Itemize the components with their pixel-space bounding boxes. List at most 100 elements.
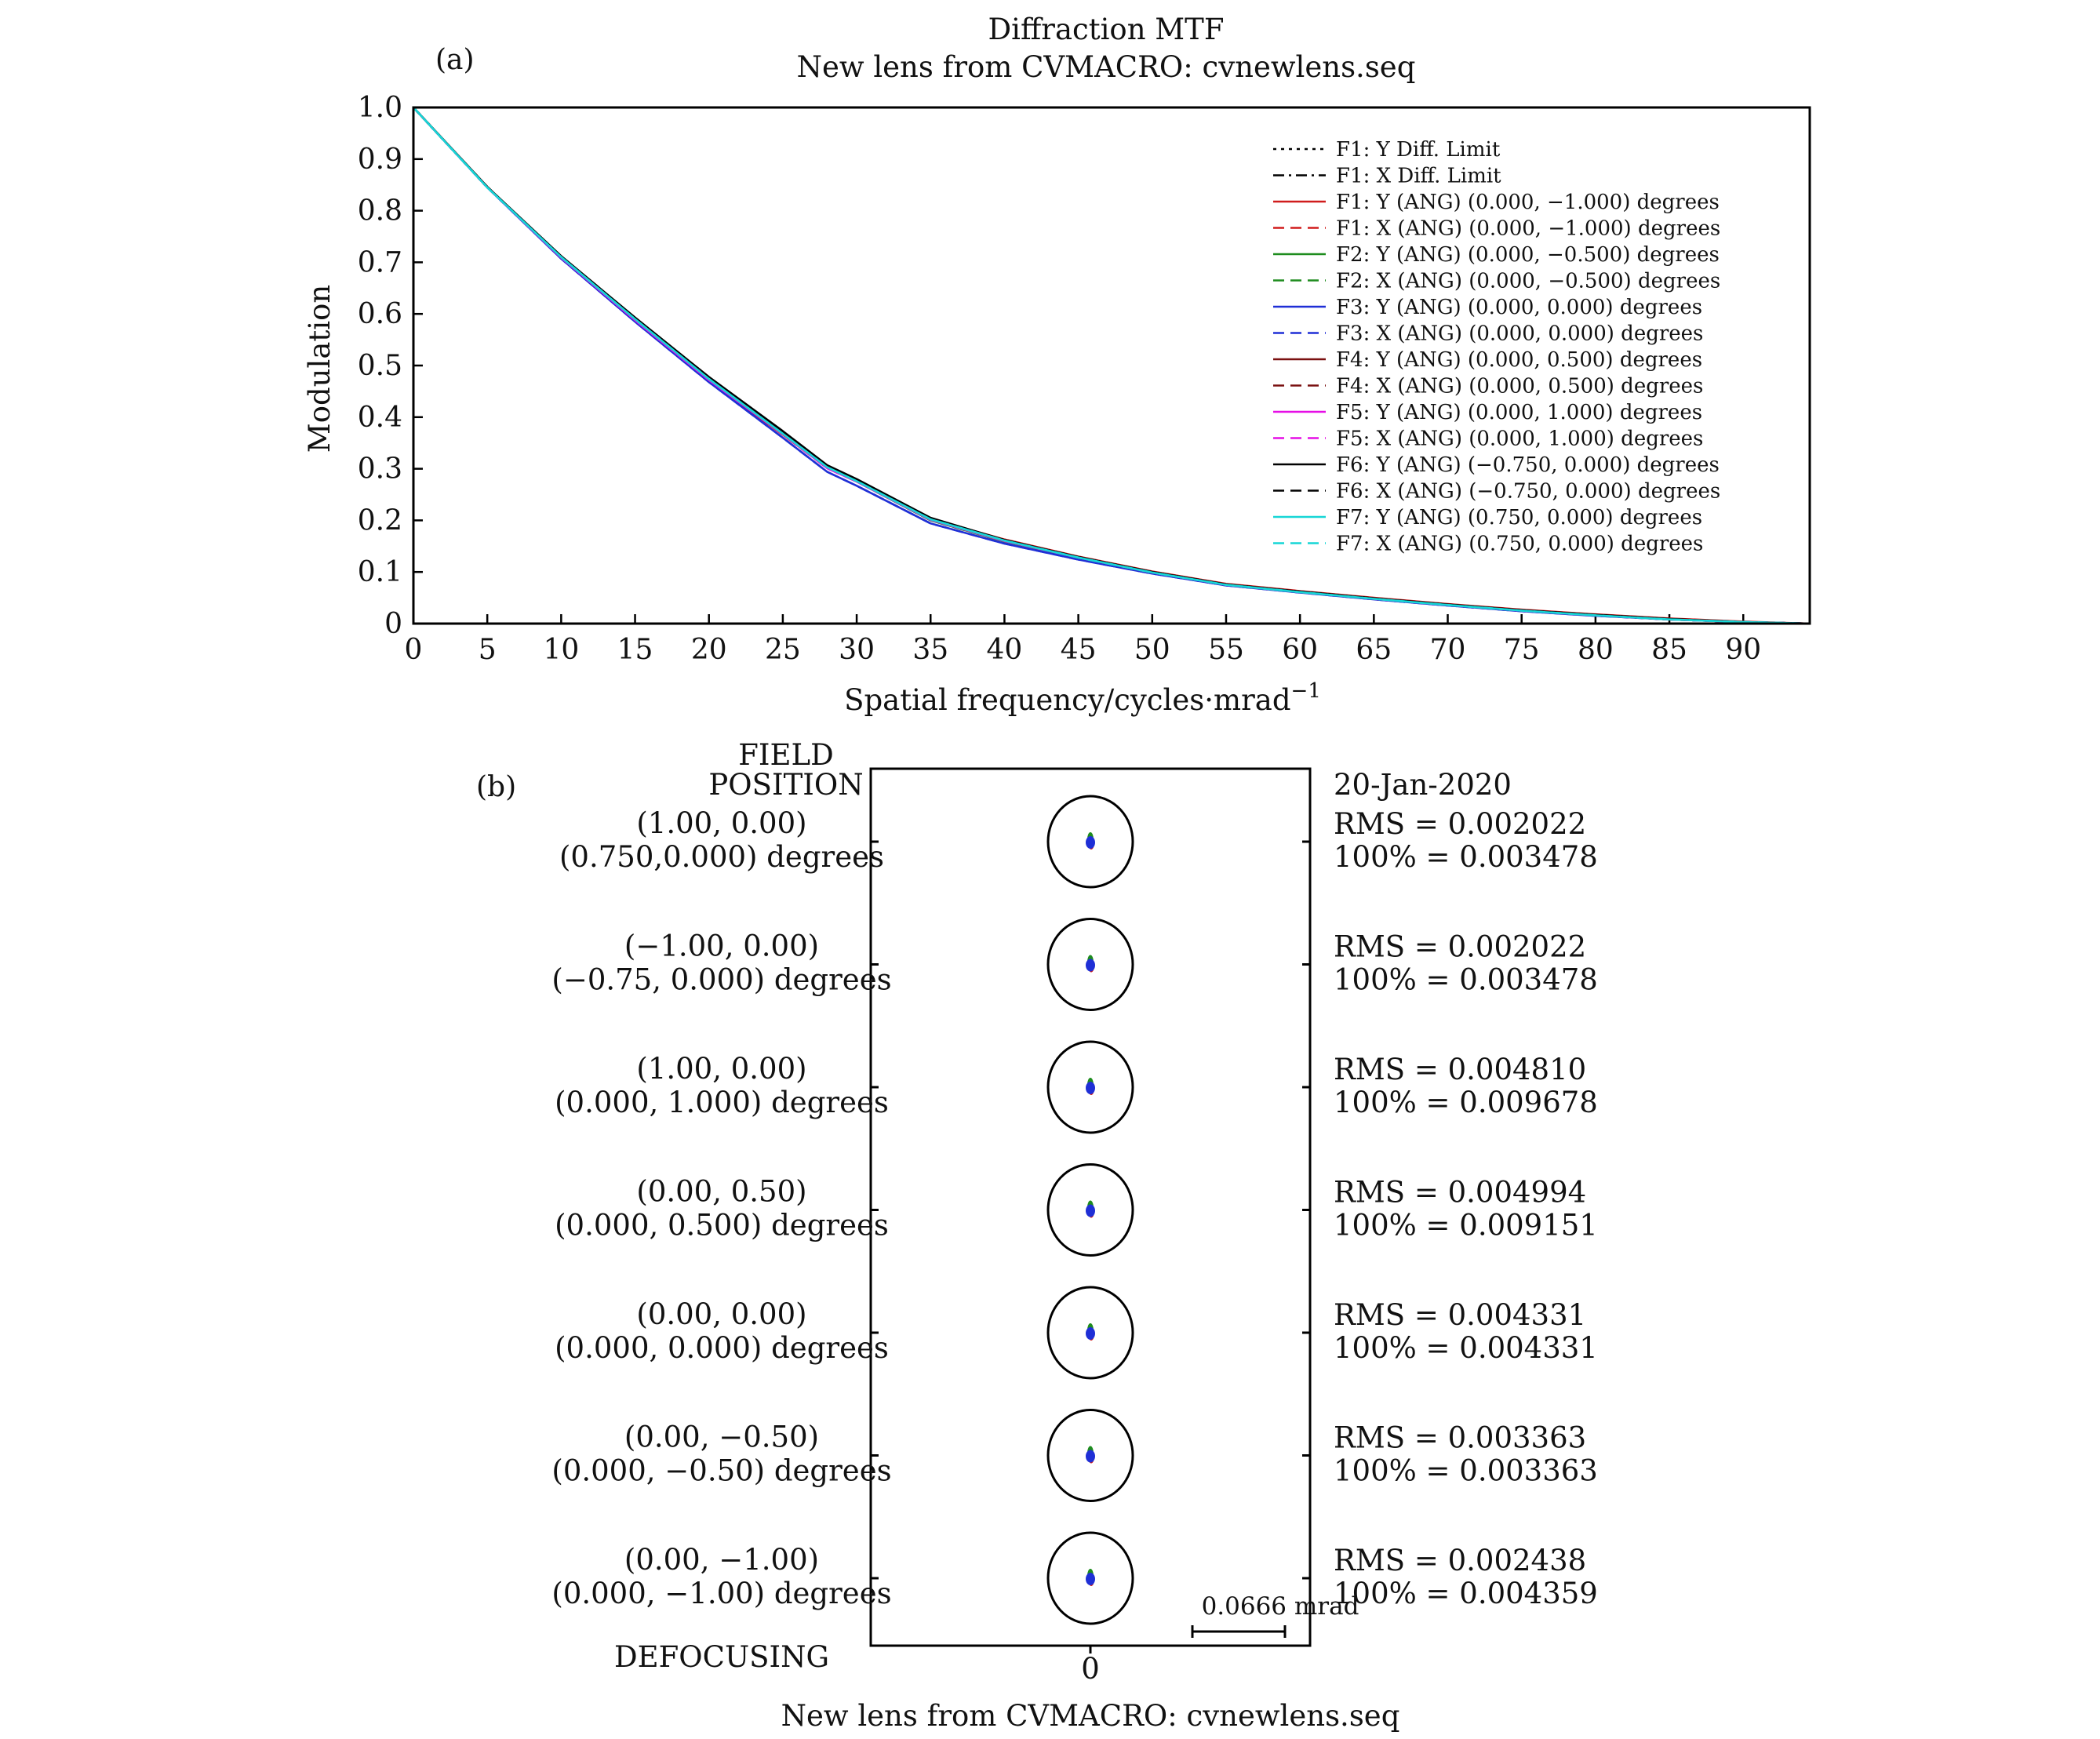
spot-footer: New lens from CVMACRO: cvnewlens.seq [781,1699,1400,1733]
x-tick-label: 15 [617,634,653,666]
y-tick-label: 1.0 [358,92,402,124]
field-position: (0.00, −0.50) [624,1421,819,1454]
field-header-line1: FIELD [738,738,834,772]
legend-label: F2: X (ANG) (0.000, −0.500) degrees [1336,270,1720,293]
rms-value: RMS = 0.002022 [1334,930,1586,964]
x-tick-label: 50 [1134,634,1170,666]
legend-label: F1: Y Diff. Limit [1336,138,1501,162]
field-position: (0.00, 0.00) [636,1297,806,1331]
field-angle: (0.750,0.000) degrees [559,840,884,874]
spot-row: (0.00, 0.00)(0.000, 0.000) degrees RMS = … [555,1286,1598,1380]
x-tick-label: 60 [1282,634,1318,666]
hundred-pct-value: 100% = 0.004359 [1334,1577,1598,1610]
x-tick-label: 80 [1578,634,1614,666]
field-position: (1.00, 0.00) [636,1052,806,1086]
legend-label: F6: Y (ANG) (−0.750, 0.000) degrees [1336,453,1720,477]
series-line-16 [413,107,1811,625]
spot-row: (0.00, −0.50)(0.000, −0.50) degrees RMS =… [551,1409,1598,1502]
y-tick-label: 0.5 [358,350,402,382]
legend-label: F7: X (ANG) (0.750, 0.000) degrees [1336,533,1703,556]
field-position: (1.00, 0.00) [636,806,806,840]
spot-blue [1086,1204,1095,1217]
hundred-pct-value: 100% = 0.003478 [1334,963,1598,997]
field-header-line2: POSITION [708,768,863,802]
hundred-pct-value: 100% = 0.009678 [1334,1086,1598,1119]
spot-blue [1086,1327,1095,1340]
airy-disk-circle [1046,918,1134,1011]
airy-disk-circle [1046,1040,1134,1134]
field-angle: (0.000, −0.50) degrees [551,1454,891,1488]
y-tick-label: 0.2 [358,504,402,537]
y-tick-label: 0.1 [358,556,402,588]
x-tick-label: 5 [479,634,497,666]
rms-value: RMS = 0.003363 [1334,1421,1586,1455]
rms-value: RMS = 0.004331 [1334,1298,1586,1332]
legend-label: F1: X (ANG) (0.000, −1.000) degrees [1336,217,1720,241]
mtf-curves [413,107,1811,625]
rms-value: RMS = 0.004810 [1334,1053,1586,1086]
hundred-pct-value: 100% = 0.003478 [1334,840,1598,874]
defocusing-label: DEFOCUSING [614,1640,829,1674]
spot-row: (0.00, 0.50)(0.000, 0.500) degrees RMS = … [555,1163,1598,1257]
y-tick-label: 0.6 [358,298,402,330]
spot-row: (0.00, −1.00)(0.000, −1.00) degrees RMS =… [551,1531,1598,1625]
spot-row: (−1.00, 0.00)(−0.75, 0.000) degrees RMS =… [551,918,1598,1011]
x-tick-label: 25 [765,634,801,666]
y-tick-label: 0.4 [358,402,402,434]
x-axis-label-text: Spatial frequency/cycles·mrad [844,683,1290,717]
rms-value: RMS = 0.002438 [1334,1544,1586,1577]
x-axis-label-superscript: −1 [1291,679,1321,703]
x-tick-label: 40 [987,634,1023,666]
spot-date: 20-Jan-2020 [1334,768,1512,802]
x-tick-label: 10 [543,634,579,666]
spot-blue [1086,1450,1095,1463]
x-tick-label: 20 [691,634,727,666]
mtf-panel: (a) Diffraction MTF New lens from CVMACR… [303,13,1811,717]
x-tick-label: 90 [1725,634,1761,666]
rms-value: RMS = 0.002022 [1334,807,1586,841]
defocus-value: 0 [1081,1652,1100,1686]
x-tick-label: 85 [1651,634,1687,666]
legend-label: F5: Y (ANG) (0.000, 1.000) degrees [1336,401,1702,424]
field-angle: (0.000, 0.000) degrees [555,1331,889,1365]
airy-disk-circle [1046,795,1134,889]
spot-blue [1086,1573,1095,1585]
hundred-pct-value: 100% = 0.009151 [1334,1209,1598,1242]
y-tick-label: 0 [384,608,402,640]
legend-label: F5: X (ANG) (0.000, 1.000) degrees [1336,427,1703,451]
legend-label: F2: Y (ANG) (0.000, −0.500) degrees [1336,243,1720,267]
field-angle: (−0.75, 0.000) degrees [551,963,891,997]
y-tick-label: 0.7 [358,246,402,278]
x-tick-label: 35 [912,634,948,666]
mtf-plot-frame [412,106,1811,625]
x-tick-label: 0 [405,634,423,666]
mtf-subtitle: New lens from CVMACRO: cvnewlens.seq [797,50,1416,84]
x-axis-ticks: 0 5 10 15 20 25 30 35 40 45 50 55 60 65 70 75 80 85 90 [405,614,1761,666]
y-tick-label: 0.9 [358,144,402,176]
x-tick-label: 30 [839,634,875,666]
airy-disk-circle [1046,1286,1134,1380]
field-angle: (0.000, 0.500) degrees [555,1209,889,1242]
airy-disk-circle [1046,1163,1134,1257]
airy-disk-circle [1046,1409,1134,1502]
legend-label: F4: Y (ANG) (0.000, 0.500) degrees [1336,348,1702,372]
y-axis-label: Modulation [303,285,337,453]
legend-label: F3: X (ANG) (0.000, 0.000) degrees [1336,322,1703,346]
mtf-legend: F1: Y Diff. Limit F1: X Diff. Limit F1: Y … [1273,138,1720,556]
field-angle: (0.000, 1.000) degrees [555,1086,889,1119]
legend-label: F6: X (ANG) (−0.750, 0.000) degrees [1336,480,1720,504]
x-tick-label: 55 [1208,634,1244,666]
legend-label: F7: Y (ANG) (0.750, 0.000) degrees [1336,506,1702,529]
x-tick-label: 65 [1356,634,1392,666]
field-position: (0.00, −1.00) [624,1543,819,1577]
spot-blue [1086,836,1095,849]
spot-row: (1.00, 0.00)(0.750,0.000) degrees RMS = 0… [559,795,1598,889]
hundred-pct-value: 100% = 0.003363 [1334,1454,1598,1488]
mtf-title: Diffraction MTF [988,13,1224,46]
x-tick-label: 75 [1504,634,1540,666]
legend-label: F3: Y (ANG) (0.000, 0.000) degrees [1336,296,1702,319]
x-tick-label: 45 [1061,634,1097,666]
y-axis-ticks: 0 0.1 0.2 0.3 0.4 0.5 0.6 0.7 0.8 0.9 1.0 [358,92,423,640]
